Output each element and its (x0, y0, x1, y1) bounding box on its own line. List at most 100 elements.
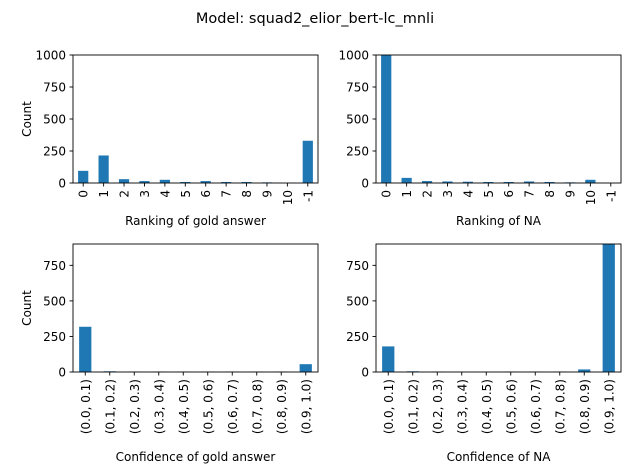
y-axis-label: Count (20, 101, 34, 137)
x-tick-label: (0.7, 0.8) (250, 379, 264, 434)
y-tick-label: 750 (43, 259, 66, 273)
x-tick-label: (0.5, 0.6) (201, 379, 215, 434)
x-tick-label: 1 (97, 190, 111, 198)
x-tick-label: 4 (158, 190, 172, 198)
x-tick-label: 4 (461, 190, 475, 198)
axes-frame (72, 243, 319, 373)
bar-0 (381, 55, 392, 183)
y-tick-label: 0 (361, 366, 369, 380)
chart-panel-2: 0 250 500 750 (0.0, 0.1) (0.1, 0.2) (0.2, 0.3)… (20, 243, 319, 464)
x-tick-label: (0.9, 1.0) (299, 379, 313, 434)
x-tick-label: (0.1, 0.2) (406, 379, 420, 434)
bar-6 (503, 181, 514, 183)
bar-8 (241, 181, 252, 183)
x-tick-label: 7 (220, 190, 234, 198)
chart-panel-3: 0 250 500 750 (0.0, 0.1) (0.1, 0.2) (0.2, 0.3)… (346, 243, 622, 464)
x-tick-label: 2 (421, 190, 435, 198)
bar-4 (462, 181, 473, 183)
x-tick-label: -1 (301, 190, 315, 202)
bar-3 (139, 181, 150, 183)
x-tick-label: 7 (523, 190, 537, 198)
x-tick-label: (0.2, 0.3) (128, 379, 142, 434)
y-tick-label: 750 (346, 81, 369, 95)
y-tick-label: 250 (346, 145, 369, 159)
x-tick-label: (0.0, 0.1) (382, 379, 396, 434)
x-axis-label: Confidence of gold answer (116, 450, 276, 464)
bar-2 (118, 179, 130, 183)
bar-1 (401, 177, 412, 183)
x-tick-label: (0.6, 0.7) (226, 379, 240, 434)
y-tick-label: 0 (58, 366, 66, 380)
x-tick-label: (0.8, 0.9) (275, 379, 289, 434)
bar-10 (585, 179, 596, 183)
y-tick-label: 0 (361, 177, 369, 191)
x-tick-label: 10 (584, 190, 598, 205)
x-tick-label: (0.9, 1.0) (602, 379, 616, 434)
x-tick-label: 8 (240, 190, 254, 198)
y-tick-label: 1000 (35, 49, 66, 63)
x-tick-label: 10 (281, 190, 295, 205)
y-tick-label: 250 (43, 330, 66, 344)
x-tick-label: (0.2, 0.3) (431, 379, 445, 434)
bar-8 (578, 369, 591, 372)
y-tick-label: 500 (346, 113, 369, 127)
bar-7 (221, 181, 232, 183)
x-tick-label: 6 (199, 190, 213, 198)
bar-1 (98, 155, 109, 183)
bar-8 (544, 181, 555, 183)
y-tick-label: 750 (43, 81, 66, 95)
x-tick-label: 1 (400, 190, 414, 198)
x-tick-label: (0.3, 0.4) (152, 379, 166, 434)
bar-5 (180, 181, 191, 183)
bar-9 (602, 244, 615, 372)
x-tick-label: -1 (604, 190, 618, 202)
y-axis-label: Count (20, 290, 34, 326)
bar-0 (382, 346, 395, 372)
x-tick-label: 5 (482, 190, 496, 198)
axes-frame (375, 54, 622, 184)
bar-9 (299, 364, 312, 372)
axes-frame (72, 54, 319, 184)
y-tick-label: 500 (43, 294, 66, 308)
x-tick-label: 8 (543, 190, 557, 198)
x-axis-label: Ranking of gold answer (125, 214, 266, 228)
y-tick-label: 750 (346, 259, 369, 273)
x-tick-label: (0.4, 0.5) (177, 379, 191, 434)
bar-6 (200, 181, 211, 183)
x-tick-label: (0.6, 0.7) (529, 379, 543, 434)
bar-0 (78, 170, 89, 183)
y-tick-label: 0 (58, 177, 66, 191)
x-tick-label: (0.5, 0.6) (504, 379, 518, 434)
x-tick-label: 3 (441, 190, 455, 198)
x-axis-label: Ranking of NA (456, 214, 542, 228)
x-tick-label: 9 (260, 190, 274, 198)
y-tick-label: 250 (346, 330, 369, 344)
y-tick-label: 500 (43, 113, 66, 127)
bar-7 (524, 181, 535, 183)
x-tick-label: 0 (380, 190, 394, 198)
x-tick-label: 3 (138, 190, 152, 198)
x-tick-label: 2 (118, 190, 132, 198)
x-tick-label: (0.0, 0.1) (79, 379, 93, 434)
bar-2 (421, 181, 433, 183)
y-tick-label: 500 (346, 294, 369, 308)
axes-frame (375, 243, 622, 373)
x-tick-label: (0.8, 0.9) (578, 379, 592, 434)
bar-11 (302, 140, 313, 183)
y-tick-label: 1000 (338, 49, 369, 63)
y-tick-label: 250 (43, 145, 66, 159)
x-tick-label: (0.7, 0.8) (553, 379, 567, 434)
bar-5 (483, 181, 494, 183)
x-tick-label: 5 (179, 190, 193, 198)
figure-title: Model: squad2_elior_bert-lc_mnli (196, 11, 434, 27)
bar-0 (79, 326, 92, 372)
x-tick-label: 0 (77, 190, 91, 198)
bar-3 (442, 181, 453, 183)
x-tick-label: 9 (563, 190, 577, 198)
x-tick-label: (0.4, 0.5) (480, 379, 494, 434)
x-axis-label: Confidence of NA (447, 450, 552, 464)
